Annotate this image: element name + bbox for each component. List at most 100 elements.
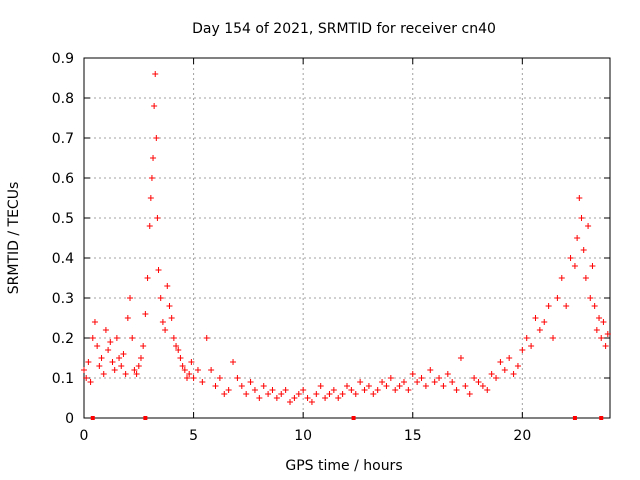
data-point [137,355,144,361]
data-point [335,395,342,401]
x-tick-label: 10 [294,428,312,444]
data-point [574,235,581,241]
data-point [238,383,245,389]
data-point [135,363,142,369]
plot-frame [83,57,611,419]
data-point [87,379,94,385]
data-point [545,303,552,309]
data-point [94,343,101,349]
data-point [166,303,173,309]
data-points [81,71,611,405]
data-point [100,371,107,377]
data-point [243,391,250,397]
data-point [150,155,157,161]
data-point [256,395,263,401]
data-point [532,315,539,321]
data-point [604,331,611,337]
data-point [466,391,473,397]
data-point [519,347,526,353]
data-point [144,275,151,281]
y-tick-label: 0.1 [52,371,74,387]
data-point [170,335,177,341]
data-point [129,335,136,341]
data-point [111,367,118,373]
y-tick-label: 0.3 [52,291,74,307]
data-point [120,351,127,357]
data-point [580,247,587,253]
data-point [440,383,447,389]
data-point [593,327,600,333]
data-point [116,355,123,361]
data-point [247,379,254,385]
data-point [596,315,603,321]
chart-title: Day 154 of 2021, SRMTID for receiver cn4… [192,21,496,37]
data-point [598,335,605,341]
baseline-marker [90,416,95,420]
data-point [208,367,215,373]
data-point [295,391,302,397]
data-point [194,367,201,373]
data-point [400,379,407,385]
data-point [89,335,96,341]
data-point [352,391,359,397]
data-point [578,215,585,221]
data-point [585,223,592,229]
data-point [260,383,267,389]
baseline-marker [572,416,577,420]
data-point [148,175,155,181]
y-axis-label: SRMTID / TECUs [6,182,22,295]
data-point [379,379,386,385]
data-point [212,383,219,389]
y-tick-label: 0.9 [52,51,74,67]
data-point [479,383,486,389]
data-point [282,387,289,393]
data-point [162,327,169,333]
data-point [98,355,105,361]
grid [84,58,610,418]
data-point [199,379,206,385]
data-point [514,363,521,369]
data-point [83,375,90,381]
data-point [357,379,364,385]
data-point [497,359,504,365]
data-point [414,379,421,385]
data-point [344,383,350,389]
data-point [313,391,320,397]
data-point [105,347,112,353]
data-point [422,383,429,389]
baseline-markers [90,416,604,420]
data-point [427,367,434,373]
y-axis: 0 0.1 0.2 0.3 0.4 0.5 0.6 0.7 0.8 0.9 [52,51,610,427]
data-point [96,363,103,369]
data-point [151,103,158,109]
data-point [177,355,184,361]
data-point [589,263,596,269]
data-point [550,335,557,341]
data-point [571,263,578,269]
data-point [567,255,574,261]
data-point [436,375,443,381]
data-point [536,327,543,333]
data-point [287,399,294,405]
data-point [493,375,500,381]
data-point [409,371,416,377]
y-tick-label: 0.5 [52,211,74,227]
data-point [471,375,478,381]
data-point [396,383,403,389]
data-point [449,379,456,385]
data-point [190,375,197,381]
data-point [251,387,258,393]
data-point [304,395,311,401]
x-tick-label: 15 [404,428,422,444]
data-point [234,375,241,381]
data-point [122,371,129,377]
data-point [576,195,583,201]
data-point [152,71,159,77]
data-point [523,335,530,341]
data-point [326,391,333,397]
data-point [339,391,346,397]
x-tick-label: 5 [189,428,198,444]
data-point [558,275,565,281]
x-tick-label: 0 [80,428,89,444]
